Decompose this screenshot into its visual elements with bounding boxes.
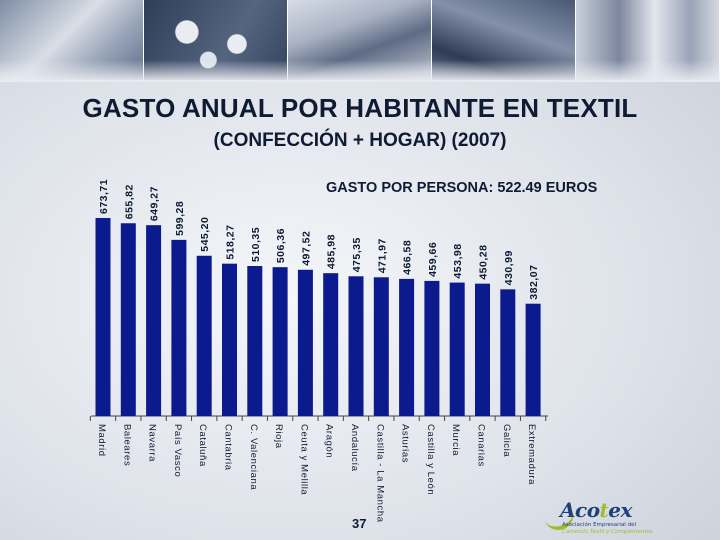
bar-value-label: 649,27 xyxy=(149,186,161,221)
slide-subtitle: (CONFECCIÓN + HOGAR) (2007) xyxy=(213,130,507,151)
bar-12 xyxy=(373,277,389,416)
bar-value-label: 459,66 xyxy=(427,242,439,277)
bar-value-label: 485,98 xyxy=(326,234,338,269)
bar-6 xyxy=(222,263,237,416)
category-label: Murcia xyxy=(450,424,461,456)
bar-value-label: 466,58 xyxy=(402,240,414,275)
category-label: Asturias xyxy=(400,424,411,463)
bar-5 xyxy=(196,255,212,416)
bar-11 xyxy=(348,276,364,416)
bar-value-label: 599,28 xyxy=(174,201,186,236)
category-label: Castilla - La Mancha xyxy=(374,424,385,523)
bar-15 xyxy=(449,282,465,416)
category-label: País Vasco xyxy=(172,424,183,477)
category-label: Ceuta y Melilla xyxy=(298,424,309,495)
bar-value-label: 450,28 xyxy=(478,245,490,280)
logo-tagline-2: Comercio Textil y Complementos xyxy=(562,529,653,535)
acotex-logo: Acotex Asociación Empresarial del Comerc… xyxy=(540,496,653,536)
category-label: Castilla y León xyxy=(425,424,436,495)
bar-value-label: 506,36 xyxy=(275,228,287,263)
bar-13 xyxy=(399,278,415,416)
category-label: Andalucía xyxy=(349,424,360,472)
logo-wordmark: Acotex xyxy=(560,498,632,522)
logo-tagline-1: Asociación Empresarial del xyxy=(562,522,636,528)
bar-14 xyxy=(424,280,440,416)
bar-3 xyxy=(146,225,162,416)
page-number: 37 xyxy=(352,516,367,531)
bar-10 xyxy=(323,273,339,416)
category-label: Extremadura xyxy=(526,424,537,485)
bar-16 xyxy=(475,283,490,416)
bar-17 xyxy=(500,289,516,416)
bar-value-label: 475,35 xyxy=(351,237,363,272)
bar-value-label: 471,97 xyxy=(376,238,388,273)
chart-annotation: GASTO POR PERSONA: 522.49 EUROS xyxy=(326,180,598,196)
bar-8 xyxy=(272,267,288,416)
category-label: Cataluña xyxy=(197,424,208,467)
category-label: Cantabria xyxy=(223,424,234,471)
category-label: Galicia xyxy=(501,424,512,457)
bar-value-label: 545,20 xyxy=(199,217,211,252)
category-label: Navarra xyxy=(147,424,158,462)
bar-value-label: 453,98 xyxy=(452,243,464,278)
bar-1 xyxy=(95,218,111,416)
bar-value-label: 673,71 xyxy=(98,179,110,214)
category-label: Aragón xyxy=(324,424,335,458)
category-label: Rioja xyxy=(273,424,284,449)
bar-value-label: 382,07 xyxy=(528,265,540,300)
bar-value-label: 510,35 xyxy=(250,227,262,262)
bar-18 xyxy=(525,303,541,416)
banner-fade xyxy=(0,60,720,82)
bar-value-label: 518,27 xyxy=(225,225,237,260)
category-label: Baleares xyxy=(121,424,132,466)
bar-7 xyxy=(247,266,263,416)
slide-title: GASTO ANUAL POR HABITANTE EN TEXTIL xyxy=(82,93,638,123)
category-label: Madrid xyxy=(96,424,107,457)
bar-value-label: 497,52 xyxy=(300,231,312,266)
category-label: C. Valenciana xyxy=(248,424,259,490)
bar-value-label: 430,99 xyxy=(503,250,515,285)
bar-2 xyxy=(120,223,136,416)
bar-4 xyxy=(171,239,187,416)
bar-9 xyxy=(297,269,313,416)
bar-value-label: 655,82 xyxy=(123,184,135,219)
category-label: Canarias xyxy=(476,424,487,467)
